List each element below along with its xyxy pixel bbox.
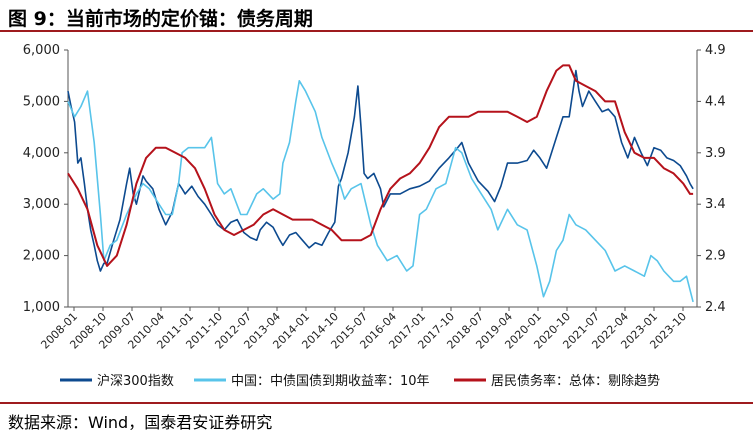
- y-left-tick-label: 3,000: [23, 197, 60, 212]
- series-line-2: [67, 80, 694, 303]
- y-right-tick-label: 3.9: [705, 146, 726, 161]
- y-left-tick-label: 2,000: [23, 249, 60, 264]
- y-right-tick-label: 2.9: [705, 249, 726, 264]
- y-left-tick-label: 6,000: [23, 43, 60, 58]
- series-line-3: [67, 64, 694, 267]
- y-right-tick-label: 2.4: [705, 300, 726, 315]
- source-note: 数据来源：Wind，国泰君安证券研究: [8, 413, 273, 432]
- y-right-tick-label: 4.9: [705, 43, 726, 58]
- chart-legend: 沪深300指数 中国：中债国债到期收益率：10年 居民债务率：总体：剔除趋势: [60, 373, 660, 389]
- legend-label: 居民债务率：总体：剔除趋势: [491, 373, 660, 389]
- figure-title: 图 9：当前市场的定价锚：债务周期: [8, 8, 313, 30]
- y-left-tick-label: 5,000: [23, 94, 60, 109]
- y-left-tick-label: 4,000: [23, 146, 60, 161]
- y-left-tick-label: 1,000: [23, 300, 60, 315]
- title-rule: [0, 30, 753, 32]
- series-line-1: [67, 69, 694, 272]
- y-right-tick-label: 3.4: [705, 197, 726, 212]
- chart-series: [67, 64, 694, 303]
- chart-axes: 1,000 2,000 3,000 4,000 5,000 6,000 2.4 2.9 3.4 3…: [23, 43, 726, 352]
- y-right-tick-label: 4.4: [705, 94, 726, 109]
- legend-label: 中国：中债国债到期收益率：10年: [231, 373, 430, 389]
- legend-label: 沪深300指数: [97, 373, 174, 389]
- source-rule: [0, 402, 753, 404]
